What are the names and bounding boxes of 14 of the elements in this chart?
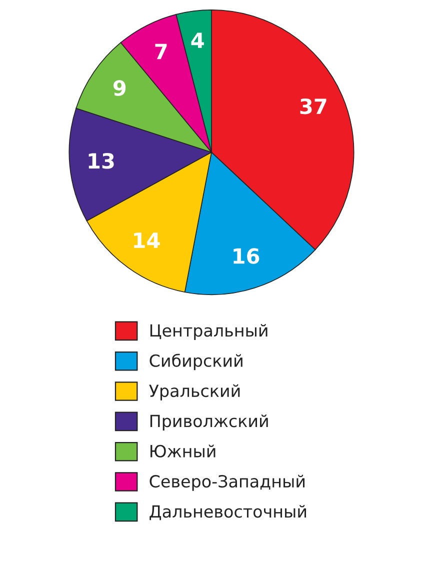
data-label: 9 <box>114 80 126 96</box>
data-label: 16 <box>234 248 260 264</box>
data-label: 37 <box>300 98 326 114</box>
legend-label: Уральский <box>149 384 240 400</box>
legend-label: Северо-Западный <box>150 474 304 491</box>
data-label: 14 <box>134 232 160 248</box>
legend-label: Южный <box>150 444 216 458</box>
data-label: 7 <box>155 44 167 60</box>
legend-label: Центральный <box>150 324 268 340</box>
legend-label: Дальневосточный <box>150 504 306 520</box>
legend-label: Сибирский <box>150 354 242 370</box>
data-label: 13 <box>88 153 114 169</box>
data-label: 4 <box>191 32 204 48</box>
legend-label: Приволжский <box>150 414 268 430</box>
